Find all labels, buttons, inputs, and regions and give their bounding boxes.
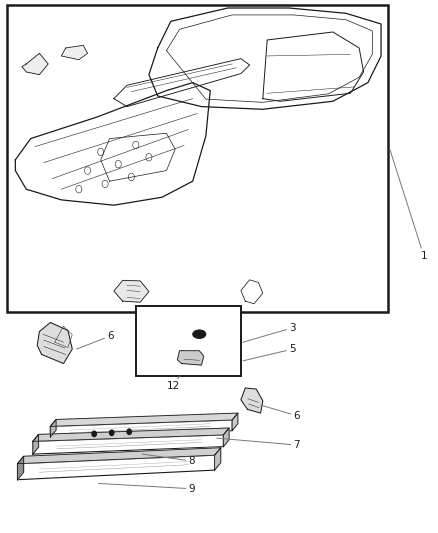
- Circle shape: [92, 431, 96, 437]
- Polygon shape: [37, 322, 72, 364]
- Polygon shape: [232, 413, 238, 431]
- Polygon shape: [177, 351, 204, 365]
- Text: 1: 1: [390, 149, 427, 261]
- Polygon shape: [50, 419, 56, 437]
- Text: 6: 6: [261, 405, 300, 421]
- Polygon shape: [33, 428, 229, 441]
- Polygon shape: [18, 448, 221, 464]
- Text: 3: 3: [243, 323, 296, 342]
- Text: 5: 5: [243, 344, 296, 361]
- Ellipse shape: [193, 330, 206, 338]
- Polygon shape: [50, 413, 238, 426]
- Circle shape: [127, 429, 131, 434]
- Polygon shape: [223, 428, 229, 447]
- Polygon shape: [33, 434, 39, 454]
- Polygon shape: [215, 448, 221, 470]
- Text: 6: 6: [77, 331, 114, 349]
- Text: 7: 7: [217, 438, 300, 450]
- Polygon shape: [61, 45, 88, 60]
- Polygon shape: [241, 388, 263, 413]
- Polygon shape: [18, 455, 215, 480]
- Bar: [7, 5, 388, 312]
- Text: 9: 9: [99, 483, 195, 494]
- Polygon shape: [33, 435, 223, 454]
- Polygon shape: [50, 420, 232, 437]
- Text: 8: 8: [142, 454, 195, 466]
- Polygon shape: [18, 456, 24, 480]
- Circle shape: [110, 430, 114, 435]
- Bar: [136, 306, 241, 376]
- Polygon shape: [22, 53, 48, 75]
- Text: 12: 12: [166, 376, 180, 391]
- Polygon shape: [114, 59, 250, 107]
- Polygon shape: [114, 280, 149, 302]
